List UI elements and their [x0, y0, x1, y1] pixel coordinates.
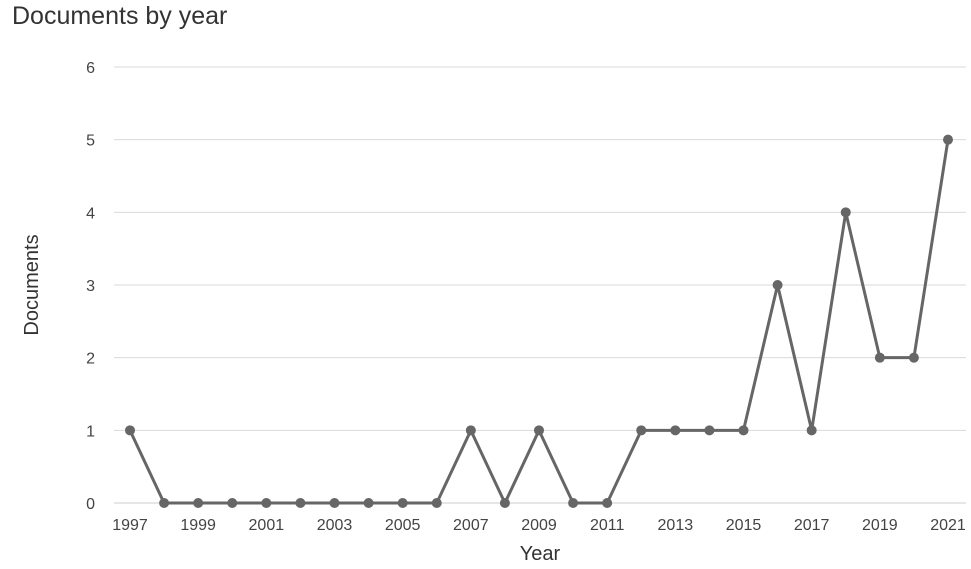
series-layer [125, 134, 953, 508]
data-point [840, 207, 851, 218]
data-point [227, 498, 238, 508]
data-point [329, 498, 340, 508]
y-tick-label: 1 [86, 423, 95, 440]
data-point [772, 280, 783, 290]
x-tick-label: 2005 [385, 517, 421, 534]
y-tick-label: 2 [86, 351, 95, 368]
series-line [128, 138, 950, 505]
data-point [568, 498, 579, 508]
data-point [602, 498, 613, 508]
x-tick-label: 2009 [521, 517, 557, 534]
grid-layer [114, 66, 966, 504]
x-tick-label: 1999 [180, 517, 216, 534]
x-tick-label: 2015 [726, 517, 762, 534]
y-axis-ticks: 0 1 2 3 4 5 6 [86, 60, 95, 513]
x-tick-label: 2001 [249, 517, 285, 534]
data-point [397, 498, 408, 508]
data-point [295, 498, 306, 508]
x-tick-label: 2017 [794, 517, 830, 534]
data-point [193, 498, 204, 508]
data-point [261, 498, 272, 508]
data-point [738, 425, 749, 436]
y-tick-label: 6 [86, 60, 95, 77]
data-point [704, 425, 715, 436]
data-point [431, 498, 442, 508]
y-tick-label: 5 [86, 133, 95, 150]
x-tick-label: 2021 [930, 517, 966, 534]
data-point [670, 425, 681, 436]
x-axis-title: Year [520, 543, 561, 565]
x-tick-label: 1997 [112, 517, 148, 534]
x-tick-label: 2007 [453, 517, 489, 534]
data-point [943, 134, 953, 145]
data-point [159, 498, 170, 508]
y-tick-label: 0 [86, 496, 95, 513]
chart-title: Documents by year [12, 2, 228, 30]
y-tick-label: 3 [86, 278, 95, 295]
data-point [636, 425, 647, 436]
x-tick-label: 2003 [317, 517, 353, 534]
x-tick-label: 2011 [590, 517, 625, 534]
x-tick-label: 2013 [658, 517, 694, 534]
data-point [499, 498, 510, 508]
data-point [363, 498, 374, 508]
data-point [908, 352, 919, 363]
data-point [806, 425, 817, 436]
data-point [874, 352, 885, 363]
x-axis-ticks: 1997 1999 2001 2003 2005 2007 2009 2011 2013 2015… [112, 517, 966, 534]
x-tick-label: 2019 [862, 517, 898, 534]
y-axis-title: Documents [21, 234, 43, 335]
data-point [534, 425, 544, 436]
y-tick-label: 4 [86, 205, 95, 222]
data-point [125, 425, 135, 436]
data-point [465, 425, 476, 436]
